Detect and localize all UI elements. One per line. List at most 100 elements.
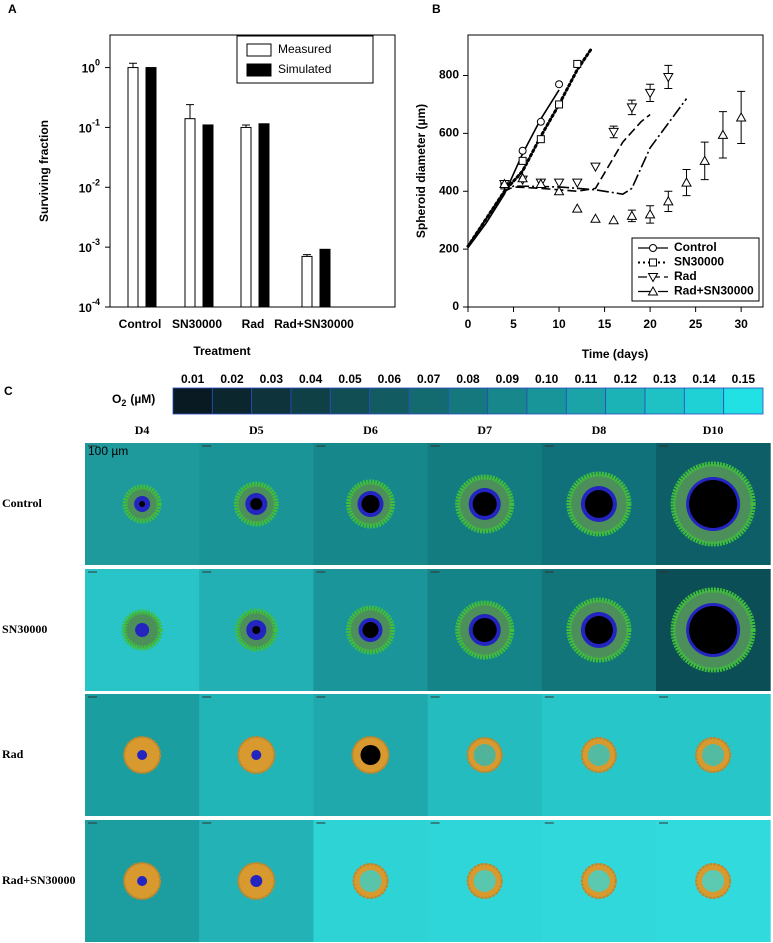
x-axis-title: Treatment	[193, 344, 250, 358]
spheroid-hollow	[702, 744, 725, 766]
colorbar-cell	[644, 387, 685, 415]
spheroid-hypoxic	[137, 876, 148, 886]
data-point	[535, 178, 547, 189]
model-line	[467, 98, 688, 247]
column-label: D4	[135, 423, 150, 437]
spheroid-core	[362, 622, 379, 638]
x-tick-label: 10	[552, 317, 566, 331]
y-tick-label: 200	[439, 241, 459, 255]
spheroid-core	[584, 490, 613, 518]
spheroid-core	[139, 501, 146, 507]
colorbar-cell	[369, 387, 410, 415]
legend-label: Measured	[278, 42, 331, 56]
spheroid-core	[252, 626, 261, 634]
x-tick-label: 0	[465, 317, 472, 331]
spheroid-hypoxic	[135, 623, 150, 637]
data-point	[573, 59, 582, 68]
data-point	[571, 203, 583, 213]
data-point	[517, 172, 528, 183]
x-tick-label: 15	[598, 317, 612, 331]
colorbar-label: 0.13	[653, 372, 677, 386]
spheroid-hollow	[473, 870, 496, 892]
colorbar-cell	[683, 387, 725, 415]
error-bar	[129, 62, 137, 68]
data-point	[735, 111, 747, 122]
x-tick-label: Control	[119, 317, 162, 331]
data-point	[644, 88, 656, 99]
panel-label: C	[4, 384, 13, 398]
data-point	[499, 178, 510, 189]
panel-label: B	[432, 2, 441, 16]
y-tick-exponent: -2	[92, 178, 100, 188]
legend-label: Rad	[674, 269, 697, 283]
model-line	[467, 89, 560, 249]
colorbar-cell	[447, 387, 489, 415]
colorbar-cell	[565, 387, 607, 415]
colorbar-label: 0.07	[417, 372, 441, 386]
colorbar-cell	[526, 387, 567, 415]
y-tick-base: 10	[79, 301, 93, 315]
legend-marker	[649, 258, 657, 267]
colorbar-label: 0.04	[299, 372, 323, 386]
data-point	[590, 213, 601, 223]
x-tick-label: 30	[734, 317, 748, 331]
data-point	[553, 185, 565, 196]
row-label: Control	[2, 496, 42, 510]
colorbar-label: 0.12	[614, 372, 638, 386]
colorbar-label: 0.09	[496, 372, 520, 386]
x-tick-label: 20	[643, 317, 657, 331]
data-point	[608, 214, 620, 225]
colorbar-cell	[487, 387, 528, 415]
y-tick-label: 0	[452, 299, 459, 313]
data-point	[553, 178, 565, 189]
y-tick-label: 10-1	[79, 118, 100, 136]
y-tick-base: 10	[79, 181, 93, 195]
data-point	[555, 80, 564, 89]
data-point	[626, 210, 638, 220]
scale-bar-label: 100 µm	[88, 444, 128, 458]
bar	[145, 67, 157, 308]
data-point	[644, 208, 656, 219]
colorbar-label: 0.01	[181, 372, 205, 386]
data-point	[662, 72, 674, 83]
data-point	[518, 156, 527, 165]
colorbar-cell	[723, 387, 764, 415]
y-tick-label: 600	[439, 126, 459, 140]
panel-label: A	[8, 2, 17, 16]
data-point	[662, 195, 674, 206]
spheroid-core	[689, 480, 738, 528]
spheroid-core	[472, 618, 497, 642]
row-label: Rad+SN30000	[2, 873, 76, 887]
column-label: D7	[477, 423, 492, 437]
y-tick-base: 10	[79, 241, 93, 255]
column-label: D5	[249, 423, 264, 437]
colorbar-title: O2 (µM)	[112, 392, 155, 408]
y-tick-base: 10	[79, 122, 93, 136]
colorbar-label: 0.11	[575, 372, 598, 386]
colorbar-cell	[172, 387, 213, 415]
y-tick-label: 400	[439, 183, 459, 197]
spheroid-hollow	[473, 744, 496, 766]
spheroid-core	[472, 492, 497, 516]
y-tick-exponent: -4	[92, 297, 100, 307]
x-axis-title: Time (days)	[582, 347, 648, 361]
y-tick-label: 800	[439, 68, 459, 82]
spheroid-hypoxic	[251, 750, 262, 760]
data-point	[536, 135, 545, 144]
plot-frame	[467, 34, 764, 308]
legend-label: Simulated	[278, 62, 331, 76]
y-axis-title: Spheroid diameter (µm)	[414, 104, 428, 238]
data-point	[608, 127, 620, 138]
spheroid-core	[361, 495, 380, 513]
spheroid-hypoxic	[137, 750, 148, 760]
plot-frame	[109, 34, 396, 308]
colorbar-label: 0.03	[260, 372, 284, 386]
colorbar-cell	[290, 387, 331, 415]
bar	[184, 118, 196, 308]
error-bar	[186, 104, 194, 119]
column-label: D10	[703, 423, 724, 437]
bar	[301, 255, 313, 308]
colorbar-label: 0.14	[692, 372, 716, 386]
colorbar-title-sub: 2	[121, 398, 126, 408]
